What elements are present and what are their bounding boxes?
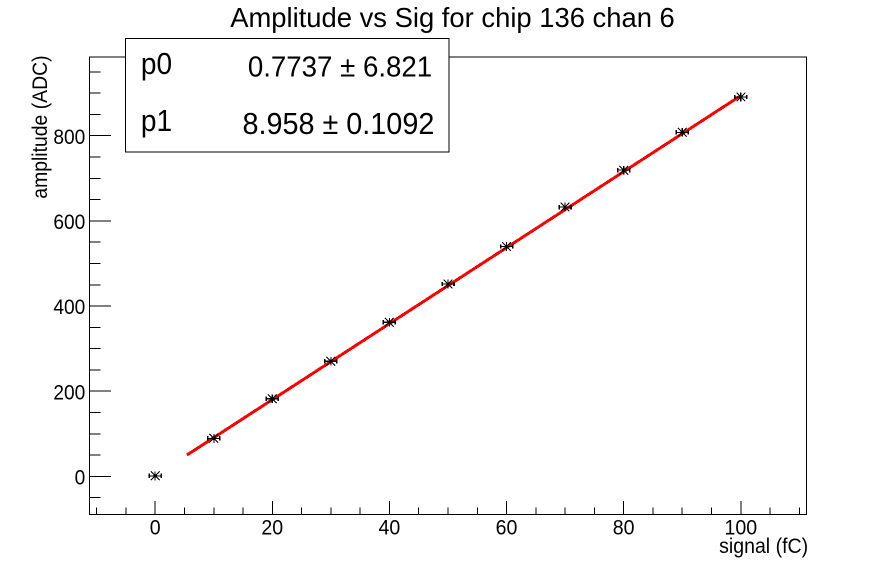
svg-text:80: 80 xyxy=(613,516,635,540)
svg-text:40: 40 xyxy=(379,516,401,540)
svg-text:0.7737 ± 6.821: 0.7737 ± 6.821 xyxy=(248,51,432,83)
svg-text:p0: p0 xyxy=(141,47,172,81)
svg-text:0: 0 xyxy=(150,516,161,540)
svg-text:amplitude (ADC): amplitude (ADC) xyxy=(29,55,52,198)
svg-text:200: 200 xyxy=(53,381,85,404)
svg-text:600: 600 xyxy=(53,211,85,234)
svg-text:p1: p1 xyxy=(141,104,172,138)
svg-text:Amplitude vs Sig for chip 136: Amplitude vs Sig for chip 136 chan 6 xyxy=(230,2,675,33)
svg-text:100: 100 xyxy=(724,516,757,540)
svg-text:60: 60 xyxy=(496,516,518,540)
svg-text:8.958 ± 0.1092: 8.958 ± 0.1092 xyxy=(242,107,434,141)
svg-text:20: 20 xyxy=(261,516,283,540)
svg-text:800: 800 xyxy=(53,126,85,149)
svg-text:signal (fC): signal (fC) xyxy=(719,535,808,558)
svg-text:0: 0 xyxy=(75,467,86,490)
svg-text:400: 400 xyxy=(53,296,85,319)
